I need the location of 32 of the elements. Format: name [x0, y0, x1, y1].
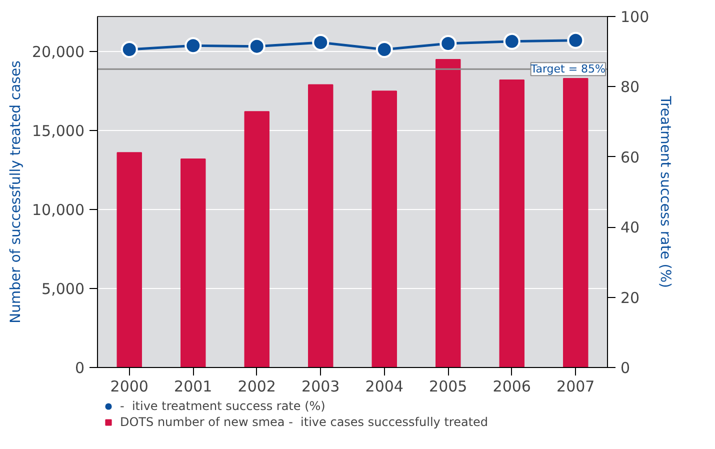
x-tick-label: 2003 [302, 378, 340, 396]
y2-axis-title: Treatment success rate (%) [657, 94, 674, 288]
y-tick-label: 0 [74, 359, 85, 377]
bar [436, 58, 461, 368]
x-tick-label: 2000 [110, 378, 148, 396]
bar [180, 158, 206, 368]
legend-label: - itive treatment success rate (%) [120, 399, 326, 413]
y-tick-label: 10,000 [32, 201, 85, 220]
y2-tick-label: 0 [620, 359, 630, 377]
y-axis-title: Number of successfully treated cases [8, 60, 24, 324]
bar [116, 152, 142, 368]
x-tick-label: 2004 [365, 378, 404, 396]
y2-tick-label: 60 [620, 148, 640, 166]
bar [308, 84, 334, 368]
y-tick-label: 15,000 [32, 122, 85, 140]
x-tick-label: 2001 [174, 378, 212, 396]
x-tick-label: 2005 [429, 378, 468, 396]
x-tick-label: 2006 [492, 378, 531, 396]
ref-line-label: Target = 85% [530, 62, 606, 76]
y2-tick-label: 20 [620, 288, 640, 307]
legend-label: DOTS number of new smea - itive cases successfully treated [120, 415, 488, 429]
y2-tick-label: 40 [620, 218, 640, 237]
bar [563, 78, 588, 368]
bar [244, 111, 270, 368]
x-tick-label: 2007 [556, 378, 595, 396]
bar [499, 80, 524, 368]
bar [372, 90, 397, 368]
x-tick-label: 2002 [238, 378, 276, 396]
y-tick-label: 5,000 [42, 280, 85, 298]
y2-tick-label: 80 [620, 78, 640, 96]
y2-tick-label: 100 [620, 8, 650, 26]
y-tick-label: 20,000 [32, 43, 85, 62]
